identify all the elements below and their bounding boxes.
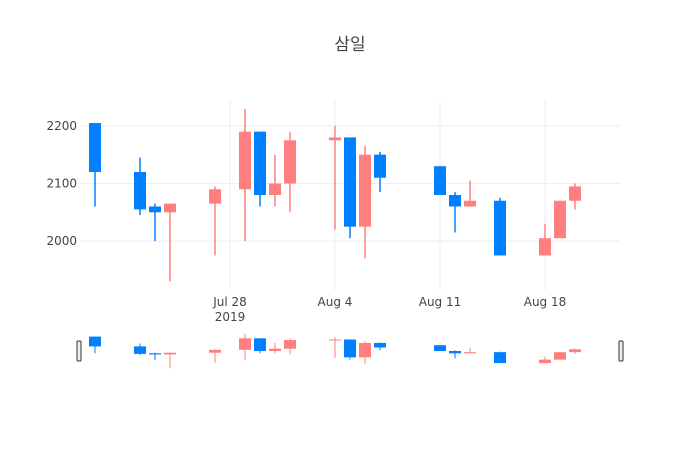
slider-candle xyxy=(554,352,566,360)
slider-candle-body xyxy=(134,346,146,354)
y-tick-label: 2000 xyxy=(46,234,77,248)
candle-decreasing xyxy=(374,151,386,193)
candle-decreasing-body xyxy=(149,206,161,213)
slider-candle xyxy=(434,345,446,351)
slider-candle-body xyxy=(359,342,371,358)
slider-candle xyxy=(329,337,341,358)
slider-candle-body xyxy=(89,336,101,347)
slider-candle xyxy=(134,343,146,356)
candle-increasing xyxy=(539,223,551,256)
slider-candle xyxy=(254,338,266,354)
candle-decreasing-body xyxy=(344,137,356,227)
slider-candle-body xyxy=(569,349,581,353)
candle-increasing xyxy=(164,203,176,282)
y-tick-label: 2100 xyxy=(46,176,77,190)
slider-candle xyxy=(449,350,461,359)
candle-increasing xyxy=(239,108,251,242)
slider-candle-body xyxy=(269,348,281,351)
slider-candle xyxy=(569,348,581,354)
slider-candle-body xyxy=(554,352,566,360)
slider-candle-body xyxy=(164,352,176,355)
candle-increasing xyxy=(554,200,566,239)
candle-increasing-body xyxy=(554,200,566,239)
candle-increasing xyxy=(284,131,296,213)
chart-title: 삼일 xyxy=(334,35,366,55)
candle-decreasing xyxy=(449,192,461,233)
candle-decreasing xyxy=(254,131,266,207)
slider-candle xyxy=(269,342,281,354)
candle-increasing xyxy=(359,146,371,259)
x-tick-label: Jul 28 xyxy=(212,295,247,309)
candle-decreasing xyxy=(89,123,101,207)
range-slider-right-handle[interactable] xyxy=(618,340,624,362)
range-slider[interactable] xyxy=(76,331,624,371)
slider-candle xyxy=(374,342,386,351)
slider-candle-body xyxy=(329,339,341,341)
candle-increasing xyxy=(464,180,476,207)
candle-increasing-body xyxy=(164,203,176,213)
slider-candle xyxy=(494,351,506,364)
candle-increasing xyxy=(269,154,281,207)
slider-candle-body xyxy=(149,353,161,355)
candle-decreasing xyxy=(434,166,446,195)
candle-increasing-body xyxy=(284,140,296,184)
candle-increasing-body xyxy=(569,186,581,201)
candle-decreasing-body xyxy=(134,171,146,210)
slider-candle-body xyxy=(539,359,551,364)
slider-candle xyxy=(89,336,101,354)
slider-candle xyxy=(539,356,551,364)
slider-candle-body xyxy=(239,338,251,350)
candle-decreasing xyxy=(149,203,161,242)
slider-candle xyxy=(344,339,356,360)
candle-decreasing-body xyxy=(434,166,446,195)
candle-decreasing-body xyxy=(374,154,386,178)
slider-candle-body xyxy=(209,349,221,353)
candle-increasing-body xyxy=(269,183,281,195)
slider-candle-body xyxy=(374,342,386,348)
slider-candle-body xyxy=(449,351,461,354)
range-slider-left-handle[interactable] xyxy=(76,340,82,362)
y-tick-label: 2200 xyxy=(46,119,77,133)
candle-decreasing xyxy=(494,197,506,256)
slider-candle-body xyxy=(494,352,506,364)
slider-candle xyxy=(149,352,161,361)
slider-candle-body xyxy=(284,340,296,349)
slider-candle xyxy=(359,341,371,364)
slider-candle-body xyxy=(434,345,446,351)
candle-decreasing xyxy=(134,157,146,216)
candle-decreasing-body xyxy=(254,131,266,195)
candle-decreasing-body xyxy=(89,123,101,172)
slider-candle xyxy=(239,333,251,361)
slider-candle-body xyxy=(254,338,266,351)
candle-increasing-body xyxy=(239,131,251,190)
x-year-label: 2019 xyxy=(215,310,246,324)
x-tick-label: Aug 18 xyxy=(524,295,567,309)
candle-increasing xyxy=(209,186,221,256)
candle-increasing-body xyxy=(464,200,476,207)
candle-layer xyxy=(89,108,581,282)
candle-increasing-body xyxy=(539,238,551,256)
candle-increasing xyxy=(569,183,581,210)
candle-increasing xyxy=(329,125,341,230)
slider-candle xyxy=(209,349,221,364)
slider-candle-body xyxy=(464,352,476,354)
candle-decreasing xyxy=(344,137,356,239)
slider-candle xyxy=(464,348,476,354)
slider-candle xyxy=(164,352,176,369)
x-tick-label: Aug 4 xyxy=(318,295,353,309)
candle-increasing-body xyxy=(329,137,341,141)
x-tick-label: Aug 11 xyxy=(419,295,462,309)
candle-decreasing-body xyxy=(449,195,461,207)
candle-decreasing-body xyxy=(494,200,506,256)
slider-candle-body xyxy=(344,339,356,358)
slider-candle xyxy=(284,338,296,355)
candle-increasing-body xyxy=(209,189,221,204)
candle-increasing-body xyxy=(359,154,371,227)
